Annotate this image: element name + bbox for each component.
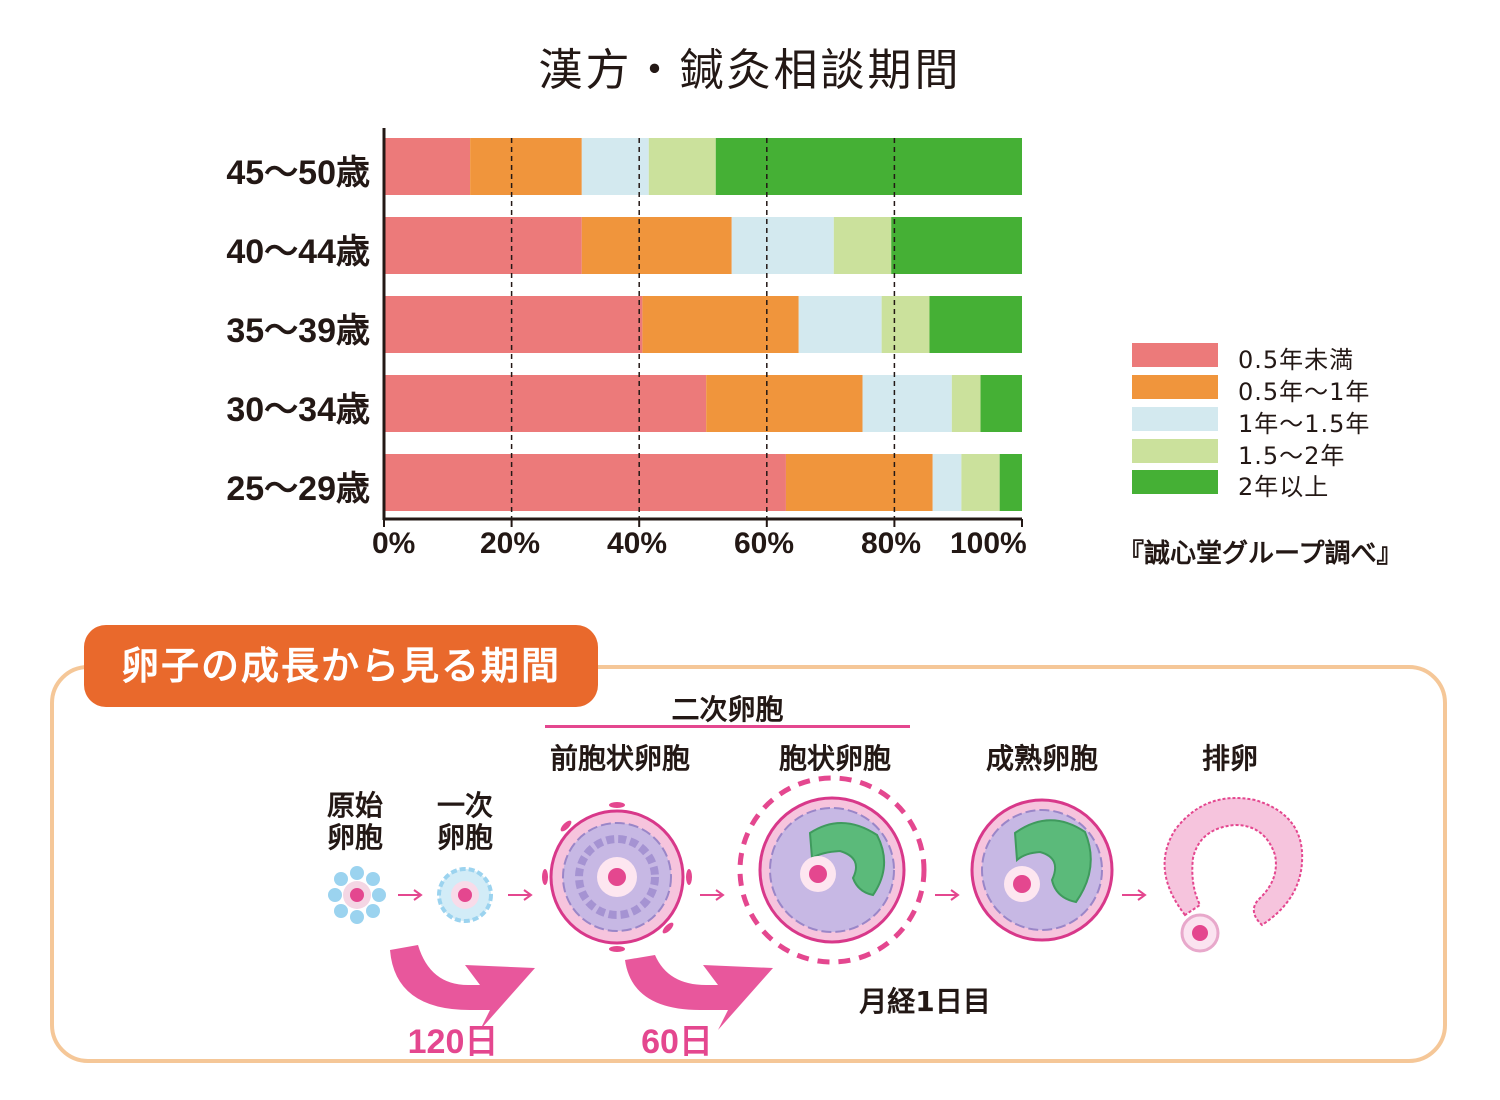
legend-label-over-two-years: 2年以上 <box>1238 473 1330 501</box>
stage-label-antral: 胞状卵胞 <box>778 742 891 775</box>
bar-segment-1-3 <box>833 217 892 274</box>
category-label-25-29: 25〜29歳 <box>226 470 370 508</box>
legend-label-half-to-one-year: 0.5年〜1年 <box>1238 378 1371 406</box>
arrow-icon <box>1137 889 1147 901</box>
antral-follicle-icon <box>737 775 927 965</box>
stage-label-preantral: 前胞状卵胞 <box>549 742 690 775</box>
stage-label-mature: 成熟卵胞 <box>985 742 1098 775</box>
bar-segment-2-3 <box>881 296 930 353</box>
curved-arrow-60-days-icon <box>625 955 773 1030</box>
section-title: 卵子の成長から見る期間 <box>84 625 598 707</box>
preantral-follicle-icon <box>542 802 692 952</box>
legend-swatch-half-to-one-year <box>1132 375 1218 399</box>
arrow-icon <box>715 889 725 901</box>
source-note: 『誠心堂グループ調べ』 <box>1118 539 1403 569</box>
bar-segment-0-1 <box>470 138 582 195</box>
legend-label-under-half-year: 0.5年未満 <box>1238 346 1355 374</box>
primary-follicle-icon <box>437 867 493 923</box>
x-tick-0: 0% <box>372 527 416 560</box>
stage-label-primary-line1: 一次 <box>436 789 493 822</box>
arrow-icon <box>950 889 960 901</box>
stage-label-primary-line2: 卵胞 <box>436 821 493 854</box>
stacked-bar-chart <box>382 128 1023 527</box>
secondary-follicle-group-label: 二次卵胞 <box>671 693 784 726</box>
bar-segment-2-2 <box>798 296 882 353</box>
menstrual-day-one-label: 月経1日目 <box>859 985 991 1018</box>
egg-growth-frame <box>50 665 1447 1063</box>
category-label-30-34: 30〜34歳 <box>226 391 370 429</box>
stage-label-primordial: 原始 卵胞 <box>310 790 400 854</box>
bar-segment-2-4 <box>929 296 1022 353</box>
bar-segment-3-4 <box>980 375 1022 432</box>
arrow-icon <box>523 889 533 901</box>
stage-label-primary: 一次 卵胞 <box>420 790 510 854</box>
x-tick-80: 80% <box>861 527 922 560</box>
bar-segment-2-1 <box>642 296 799 353</box>
legend-label-one-half-to-two-years: 1.5〜2年 <box>1238 442 1346 470</box>
bar-segment-3-0 <box>384 375 707 432</box>
bar-segment-4-3 <box>961 454 1000 511</box>
primordial-follicle-icon <box>328 866 386 924</box>
stage-label-primordial-line2: 卵胞 <box>326 821 383 854</box>
legend-label-one-to-one-half-year: 1年〜1.5年 <box>1238 410 1371 438</box>
bar-segment-1-2 <box>731 217 834 274</box>
bar-segment-4-4 <box>999 454 1022 511</box>
bar-segment-4-0 <box>384 454 786 511</box>
legend-swatch-one-half-to-two-years <box>1132 439 1218 463</box>
egg-growth-illustration <box>328 775 1304 1030</box>
chart-title: 漢方・鍼灸相談期間 <box>538 45 962 96</box>
bar-segment-0-2 <box>581 138 649 195</box>
x-tick-40: 40% <box>607 527 668 560</box>
legend-swatch-under-half-year <box>1132 343 1218 367</box>
curved-arrow-120-days-icon <box>390 945 535 1030</box>
category-label-45-50: 45〜50歳 <box>226 154 370 192</box>
x-tick-20: 20% <box>480 527 541 560</box>
bar-segment-1-4 <box>891 217 1022 274</box>
bar-segment-3-1 <box>706 375 863 432</box>
stage-label-ovulation: 排卵 <box>1201 742 1258 775</box>
bar-segment-4-1 <box>785 454 933 511</box>
bar-segment-0-3 <box>648 138 716 195</box>
bar-segment-1-0 <box>384 217 582 274</box>
bar-segment-2-0 <box>384 296 643 353</box>
ovulation-icon <box>1163 797 1304 953</box>
x-tick-60: 60% <box>734 527 795 560</box>
bar-segment-0-0 <box>384 138 471 195</box>
bar-segment-1-1 <box>581 217 732 274</box>
legend-swatch-one-to-one-half-year <box>1132 407 1218 431</box>
duration-60-days: 60日 <box>641 1023 713 1061</box>
arrow-icon <box>413 889 423 901</box>
duration-120-days: 120日 <box>407 1023 499 1061</box>
legend-swatch-over-two-years <box>1132 470 1218 494</box>
bar-segment-3-3 <box>951 375 981 432</box>
mature-follicle-icon <box>970 798 1114 942</box>
category-label-35-39: 35〜39歳 <box>226 312 370 350</box>
bar-segment-0-4 <box>715 138 1022 195</box>
group-underline <box>545 725 910 728</box>
x-tick-100: 100% <box>950 527 1027 560</box>
category-label-40-44: 40〜44歳 <box>226 233 370 271</box>
bar-segment-3-2 <box>862 375 952 432</box>
bar-segment-4-2 <box>932 454 962 511</box>
stage-label-primordial-line1: 原始 <box>326 789 383 822</box>
